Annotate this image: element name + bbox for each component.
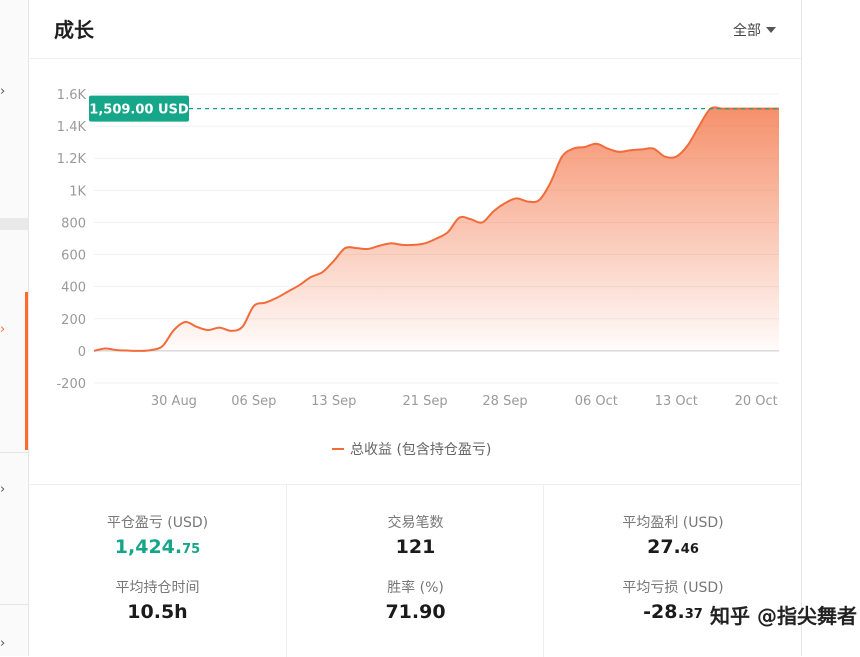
- avg-loss-label: 平均亏损 (USD): [622, 580, 724, 596]
- closed-pnl-label: 平仓盈亏 (USD): [106, 515, 209, 531]
- left-sidebar: › › › ›: [0, 0, 29, 656]
- current-value-tag: [89, 95, 189, 122]
- closed-pnl-decimals: 75: [182, 542, 201, 557]
- range-dropdown[interactable]: 全部: [733, 20, 776, 40]
- sidebar-active-indicator: [25, 292, 28, 450]
- x-tick-label: 13 Oct: [655, 394, 698, 409]
- avg-profit-main: 27.: [647, 536, 681, 558]
- x-tick-label: 06 Oct: [575, 394, 618, 409]
- chevron-right-icon[interactable]: ›: [0, 322, 6, 337]
- x-tick-label: 13 Sep: [311, 394, 356, 409]
- avg-hold-time-value: 10.5h: [127, 601, 188, 623]
- closed-pnl-main: 1,424.: [114, 536, 183, 558]
- watermark: 知乎 @指尖舞者: [710, 604, 857, 628]
- stats-column: 平仓盈亏 (USD) 1,424.75 平均持仓时间 10.5h: [29, 485, 286, 657]
- x-tick-label: 20 Oct: [735, 394, 778, 409]
- legend-label[interactable]: 总收益 (包含持仓盈亏): [350, 442, 491, 458]
- y-tick-label: 1.2K: [57, 152, 87, 167]
- chevron-right-icon[interactable]: ›: [0, 636, 6, 651]
- stats-panel: 平仓盈亏 (USD) 1,424.75 平均持仓时间 10.5h 交易笔数 12…: [29, 484, 801, 657]
- growth-card: 成长 全部 1,509.00 USD -200 0 200 400 600 800 1K 1.…: [29, 0, 802, 657]
- avg-hold-time-label: 平均持仓时间: [115, 580, 200, 596]
- x-tick-label: 06 Sep: [231, 394, 276, 409]
- chevron-right-icon[interactable]: ›: [0, 84, 6, 99]
- trade-count-label: 交易笔数: [387, 515, 444, 531]
- y-tick-label: 0: [78, 345, 86, 360]
- chevron-right-icon[interactable]: ›: [0, 482, 6, 497]
- series-area: [94, 107, 779, 351]
- avg-loss-value: -28.37: [544, 601, 802, 623]
- series-line: [93, 106, 779, 352]
- range-dropdown-label: 全部: [733, 23, 761, 39]
- y-tick-label: 200: [61, 313, 86, 328]
- stats-column: 交易笔数 121 胜率 (%) 71.90: [286, 485, 544, 657]
- avg-profit-label: 平均盈利 (USD): [622, 515, 724, 531]
- y-tick-label: 1K: [69, 184, 86, 199]
- caret-down-icon: [766, 27, 776, 33]
- trade-count-value: 121: [395, 536, 436, 558]
- y-tick-label: 400: [61, 281, 86, 296]
- win-rate-label: 胜率 (%): [387, 580, 444, 596]
- avg-profit-value: 27.46: [544, 536, 802, 558]
- card-header: 成长 全部: [29, 0, 801, 59]
- card-title: 成长: [54, 18, 94, 42]
- win-rate-value: 71.90: [385, 601, 446, 623]
- y-tick-label: -200: [56, 377, 86, 392]
- stats-column: 平均盈利 (USD) 27.46 平均亏损 (USD) -28.37: [543, 485, 802, 657]
- y-tick-label: 1.4K: [57, 120, 87, 135]
- avg-loss-main: -28.: [643, 601, 685, 623]
- closed-pnl-value: 1,424.75: [29, 536, 286, 558]
- avg-loss-decimals: 37: [684, 607, 703, 622]
- y-tick-label: 600: [61, 249, 86, 264]
- sidebar-divider: [0, 452, 28, 453]
- x-tick-label: 30 Aug: [151, 394, 197, 409]
- y-tick-label: 800: [61, 216, 86, 231]
- y-tick-label: 1.6K: [57, 88, 87, 103]
- x-tick-label: 21 Sep: [402, 394, 447, 409]
- x-tick-label: 28 Sep: [482, 394, 527, 409]
- growth-chart: 1,509.00 USD -200 0 200 400 600 800 1K 1.2K 1.4K…: [56, 88, 779, 458]
- sidebar-divider-block: [0, 218, 28, 230]
- avg-profit-decimals: 46: [680, 542, 699, 557]
- current-value-label: 1,509.00 USD: [89, 103, 189, 118]
- sidebar-divider: [0, 604, 28, 605]
